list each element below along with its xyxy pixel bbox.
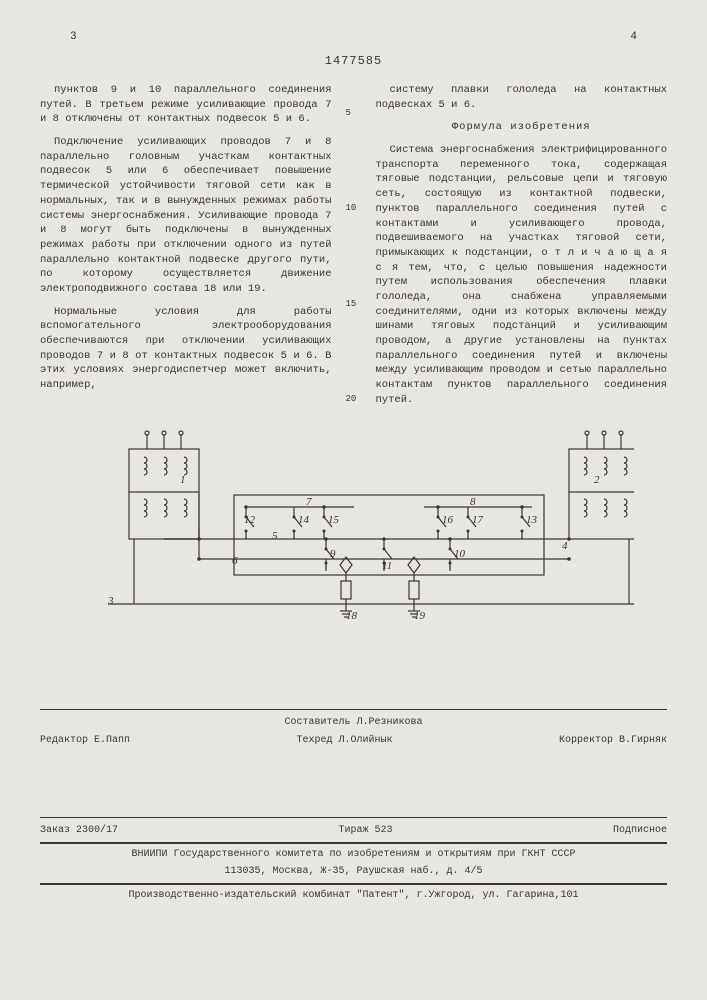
techred: Техред Л.Олийнык: [296, 734, 392, 748]
paragraph: Нормальные условия для работы вспомогате…: [40, 305, 332, 393]
paragraph: Система энергоснабжения электрифицирован…: [376, 143, 668, 407]
subscribe: Подписное: [613, 824, 667, 838]
svg-text:16: 16: [442, 514, 454, 526]
svg-text:10: 10: [454, 548, 466, 560]
divider-thick: [40, 842, 667, 844]
svg-text:9: 9: [330, 548, 336, 560]
svg-text:12: 12: [244, 514, 256, 526]
circuit-diagram: 12345678910111213141516171819: [74, 429, 634, 639]
org-line: ВНИИПИ Государственного комитета по изоб…: [40, 848, 667, 862]
page-header: 3 4: [40, 30, 667, 45]
line-marker: 5: [346, 107, 362, 119]
line-marker: 15: [346, 298, 362, 310]
svg-text:6: 6: [232, 555, 238, 567]
svg-text:4: 4: [562, 540, 568, 552]
line-marker: 10: [346, 202, 362, 214]
svg-text:14: 14: [298, 514, 310, 526]
paragraph: Подключение усиливающих проводов 7 и 8 п…: [40, 135, 332, 297]
svg-text:18: 18: [346, 610, 358, 622]
svg-text:8: 8: [470, 496, 476, 508]
page-num-left: 3: [70, 30, 77, 45]
svg-text:5: 5: [272, 530, 278, 542]
text-columns: пунктов 9 и 10 параллельного соединения …: [40, 83, 667, 415]
divider: [40, 817, 667, 818]
svg-text:7: 7: [306, 496, 312, 508]
svg-text:17: 17: [472, 514, 484, 526]
org2-line: Производственно-издательский комбинат "П…: [40, 889, 667, 903]
org-addr: 113035, Москва, Ж-35, Раушская наб., д. …: [40, 865, 667, 879]
line-number-gutter: 5 10 15 20: [346, 83, 362, 415]
tirazh: Тираж 523: [338, 824, 392, 838]
svg-text:11: 11: [382, 560, 392, 572]
paragraph: систему плавки гололеда на контактных по…: [376, 83, 668, 112]
page: 3 4 1477585 пунктов 9 и 10 параллельного…: [0, 0, 707, 1000]
divider: [40, 709, 667, 710]
svg-text:15: 15: [328, 514, 340, 526]
order-row: Заказ 2300/17 Тираж 523 Подписное: [40, 824, 667, 838]
credits-row: Редактор Е.Папп Техред Л.Олийнык Коррект…: [40, 734, 667, 748]
svg-text:1: 1: [180, 474, 186, 486]
editor: Редактор Е.Папп: [40, 734, 130, 748]
right-column: систему плавки гололеда на контактных по…: [376, 83, 668, 415]
line-marker: 20: [346, 393, 362, 405]
formula-title: Формула изобретения: [376, 120, 668, 135]
svg-text:3: 3: [107, 595, 114, 607]
svg-text:13: 13: [526, 514, 538, 526]
svg-text:19: 19: [414, 610, 426, 622]
left-column: пунктов 9 и 10 параллельного соединения …: [40, 83, 332, 415]
corrector: Корректор В.Гирняк: [559, 734, 667, 748]
patent-number: 1477585: [40, 53, 667, 69]
composer-name: Л.Резникова: [357, 717, 423, 728]
page-num-right: 4: [630, 30, 637, 45]
order: Заказ 2300/17: [40, 824, 118, 838]
paragraph: пунктов 9 и 10 параллельного соединения …: [40, 83, 332, 127]
composer-label: Составитель: [284, 717, 350, 728]
svg-text:2: 2: [594, 474, 600, 486]
divider-thick: [40, 883, 667, 885]
composer-line: Составитель Л.Резникова: [40, 716, 667, 730]
